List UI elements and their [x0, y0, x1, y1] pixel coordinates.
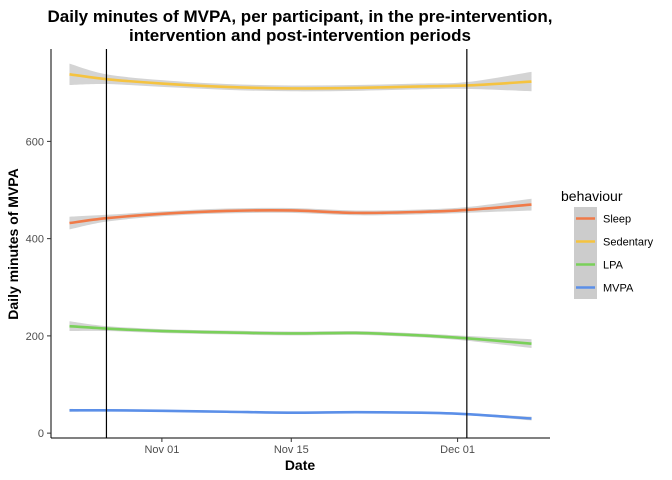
series-line-lpa: [69, 324, 532, 345]
legend: behaviour Sleep Sedentary LPA MVPA: [561, 188, 654, 299]
x-tick-label: Dec 01: [440, 444, 475, 456]
x-tick-label: Nov 01: [144, 444, 179, 456]
legend-label-sedentary: Sedentary: [603, 237, 654, 249]
legend-label-mvpa: MVPA: [603, 283, 634, 295]
ribbon-sleep: [69, 198, 532, 230]
x-tick-label: Nov 15: [274, 444, 309, 456]
y-ticks: 0 200 400 600: [26, 136, 51, 440]
chart-title-line1: Daily minutes of MVPA, per participant, …: [47, 7, 552, 26]
series-line-sleep: [69, 203, 532, 225]
series-line-sedentary: [69, 72, 532, 90]
y-tick-label: 400: [26, 234, 44, 246]
y-tick-label: 0: [38, 428, 44, 440]
y-tick-label: 600: [26, 136, 44, 148]
legend-label-sleep: Sleep: [603, 214, 631, 226]
y-axis-title: Daily minutes of MVPA: [5, 168, 21, 319]
chart-title-line2: intervention and post-intervention perio…: [129, 26, 471, 45]
y-tick-label: 200: [26, 331, 44, 343]
x-ticks: Nov 01 Nov 15 Dec 01: [144, 438, 475, 456]
legend-title: behaviour: [561, 188, 623, 204]
series-line-mvpa: [69, 408, 532, 420]
plot-area: [69, 49, 532, 438]
x-axis-title: Date: [285, 457, 316, 473]
legend-label-lpa: LPA: [603, 260, 624, 272]
